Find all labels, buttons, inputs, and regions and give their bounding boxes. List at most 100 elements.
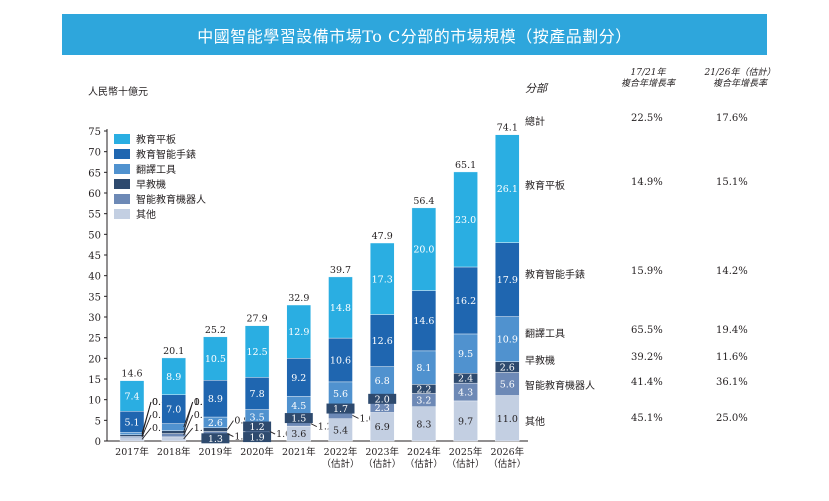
bar-value-label: 14.6 xyxy=(413,316,434,327)
bar-segment xyxy=(370,242,395,315)
y-tick-label: 75 xyxy=(88,127,101,138)
legend-label: 教育平板 xyxy=(136,133,176,146)
bar-segment xyxy=(495,242,520,317)
table-header-cagr-21-26-line1: 21/26年（估計） xyxy=(704,68,776,78)
table-header-cagr-17-21-line1: 17/21年 xyxy=(630,68,666,78)
bar-value-label: 1.0 xyxy=(194,423,209,434)
y-tick-label: 0 xyxy=(95,437,101,448)
x-tick-label: 2025年 xyxy=(449,446,483,458)
bar-segment xyxy=(328,337,353,383)
leader-line xyxy=(183,427,194,440)
legend-swatch xyxy=(114,179,130,189)
bar-segment xyxy=(119,432,145,436)
table-header-cagr-21-26: 21/26年（估計） 複合年增長率 xyxy=(690,68,790,90)
table-cell-cagr-21-26: 19.4% xyxy=(716,325,748,336)
x-tick-label: 2026年 xyxy=(490,446,524,458)
y-tick-label: 50 xyxy=(88,230,101,241)
bar-value-label: 1.7 xyxy=(333,404,348,415)
bar-segment xyxy=(328,276,353,339)
bar-segment xyxy=(161,433,186,438)
chart-title-banner: 中國智能學習設備市場To C分部的市場規模（按產品劃分） xyxy=(62,14,767,55)
table-cell-cagr-21-26: 14.2% xyxy=(716,266,748,277)
bar-value-label: 3.5 xyxy=(250,412,265,423)
legend-swatch xyxy=(114,134,130,144)
bar-value-label: 10.5 xyxy=(205,354,226,365)
bar-value-label: 1.9 xyxy=(250,433,265,444)
x-tick-label: （估計） xyxy=(321,458,359,470)
legend-label: 翻譯工具 xyxy=(136,163,176,176)
table-cell-cagr-21-26: 25.0% xyxy=(716,413,748,424)
bar-value-label: 9.2 xyxy=(291,373,306,384)
bar-value-label: 10.6 xyxy=(330,355,351,366)
bar-value-label: 16.2 xyxy=(455,296,476,307)
x-tick-label: 2018年 xyxy=(157,446,191,458)
bar-total-label: 14.6 xyxy=(121,369,142,380)
bar-value-label: 2.0 xyxy=(375,394,390,405)
legend-swatch xyxy=(114,209,130,219)
x-tick-label: 2017年 xyxy=(115,446,149,458)
bar-segment xyxy=(495,316,520,362)
bar-value-label-bg xyxy=(201,433,230,444)
bar-total-label: 27.9 xyxy=(247,314,268,325)
x-tick-label: 2023年 xyxy=(365,446,399,458)
bar-value-label: 6.9 xyxy=(375,422,390,433)
table-cell-cagr-21-26: 15.1% xyxy=(716,177,748,188)
x-tick-label: （估計） xyxy=(363,458,401,470)
bar-value-label: 6.8 xyxy=(375,376,390,387)
bar-value-label: 12.6 xyxy=(372,336,393,347)
x-tick-label: （估計） xyxy=(405,458,443,470)
bar-total-label: 39.7 xyxy=(330,265,351,276)
table-cell-cagr-17-21: 45.1% xyxy=(631,413,663,424)
bar-segment xyxy=(161,394,186,424)
bar-value-label: 2.6 xyxy=(208,418,223,429)
bar-segment xyxy=(453,333,478,374)
bar-value-label-bg xyxy=(326,403,355,414)
table-header-cagr-17-21-line2: 複合年增長率 xyxy=(620,79,675,89)
bar-value-label: 0.8 xyxy=(194,410,209,421)
bar-value-label: 12.9 xyxy=(288,327,309,338)
legend-swatch xyxy=(114,194,130,204)
bar-value-label: 11.0 xyxy=(497,414,518,425)
bar-value-label: 17.9 xyxy=(497,275,518,286)
table-cell-cagr-21-26: 36.1% xyxy=(716,377,748,388)
bar-segment xyxy=(411,290,437,352)
bar-segment xyxy=(203,336,228,381)
bar-value-label: 1.0 xyxy=(234,432,249,443)
table-cell-segment: 教育智能手錶 xyxy=(525,270,585,281)
y-tick-label: 5 xyxy=(95,416,101,427)
table-cell-segment: 翻譯工具 xyxy=(525,329,565,340)
legend-label: 早教機 xyxy=(136,178,166,191)
legend-label: 智能教育機器人 xyxy=(136,193,206,206)
bar-value-label: 1.2 xyxy=(250,422,265,433)
x-tick-label: 2021年 xyxy=(282,446,316,458)
leader-line xyxy=(183,401,194,428)
bar-value-label: 0.3 xyxy=(152,410,167,421)
bar-value-label: 1.2 xyxy=(318,422,333,433)
x-tick-label: 2019年 xyxy=(199,446,233,458)
bar-segment xyxy=(244,325,270,378)
table-header-cagr-21-26-line2: 複合年增長率 xyxy=(712,79,767,89)
bar-segment xyxy=(203,380,228,418)
table-cell-cagr-17-21: 39.2% xyxy=(631,352,663,363)
bar-segment xyxy=(495,134,520,243)
table-cell-cagr-17-21: 22.5% xyxy=(631,113,663,124)
table-cell-cagr-21-26: 17.6% xyxy=(716,113,748,124)
bar-value-label: 5.4 xyxy=(333,425,348,436)
bar-value-label: 0.6 xyxy=(152,397,167,408)
y-tick-label: 65 xyxy=(88,168,101,179)
bar-value-label: 8.9 xyxy=(166,372,181,383)
y-tick-label: 25 xyxy=(88,334,101,345)
table-cell-segment: 教育平板 xyxy=(525,181,565,192)
y-axis-label: 人民幣十億元 xyxy=(88,85,148,98)
bar-value-label: 5.1 xyxy=(124,417,139,428)
bar-value-label-bg xyxy=(284,413,313,424)
y-tick-label: 60 xyxy=(88,189,101,200)
x-tick-label: 2022年 xyxy=(324,446,358,458)
y-tick-label: 10 xyxy=(88,396,101,407)
table-cell-cagr-17-21: 14.9% xyxy=(631,177,663,188)
bar-value-label: 0.9 xyxy=(234,416,249,427)
bar-segment xyxy=(161,430,186,434)
bar-segment xyxy=(119,434,145,437)
bar-segment xyxy=(161,357,186,395)
bar-value-label: 0.4 xyxy=(152,397,167,408)
